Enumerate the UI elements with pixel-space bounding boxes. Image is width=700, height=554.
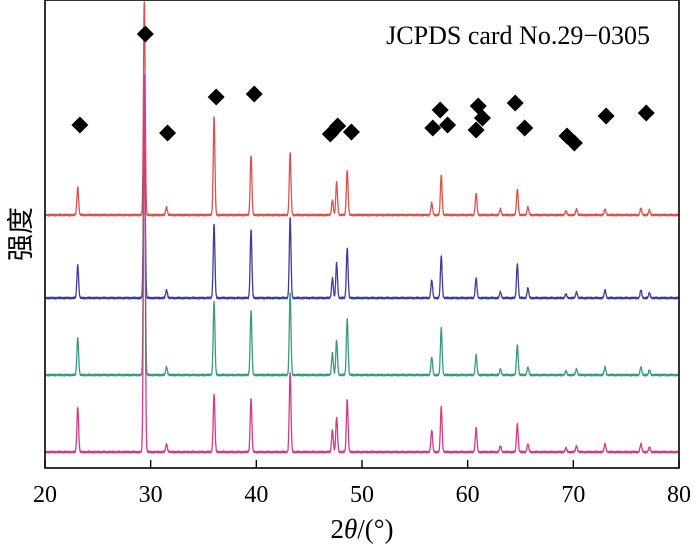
x-tick-label: 50	[350, 482, 374, 508]
x-axis-ticks: 20 30 40 50 60 70 80	[33, 460, 691, 508]
x-tick-label: 80	[667, 482, 691, 508]
diamond-marker	[467, 121, 485, 139]
diamond-marker	[424, 119, 442, 137]
x-tick-label: 40	[244, 482, 268, 508]
x-tick-label: 20	[33, 482, 57, 508]
xrd-pattern-2	[44, 108, 679, 300]
y-axis-label: 强度	[6, 207, 37, 261]
diamond-marker	[136, 25, 154, 43]
xrd-pattern-4	[45, 73, 679, 454]
diamond-marker	[329, 117, 347, 135]
x-tick-label: 60	[456, 482, 480, 508]
diamond-marker	[473, 109, 491, 127]
diamond-marker	[506, 94, 524, 112]
diamond-marker	[159, 124, 177, 142]
diamond-marker	[342, 123, 360, 141]
diamond-marker	[439, 116, 457, 134]
diamond-marker	[207, 88, 225, 106]
diamond-marker	[637, 104, 655, 122]
diamond-marker	[597, 107, 615, 125]
xrd-traces	[44, 1, 679, 454]
x-tick-label: 70	[561, 482, 585, 508]
xrd-pattern-3	[45, 106, 679, 377]
diamond-marker	[565, 134, 583, 152]
x-tick-label: 30	[139, 482, 163, 508]
diamond-marker	[245, 85, 263, 103]
jcpds-annotation: JCPDS card No.29−0305	[386, 21, 650, 50]
reference-markers	[71, 25, 655, 152]
plot-frame	[44, 0, 680, 469]
x-axis-label: 2θ/(°)	[330, 514, 393, 544]
xrd-pattern-1	[44, 1, 679, 217]
diamond-marker	[516, 119, 534, 137]
diamond-marker	[431, 101, 449, 119]
diamond-marker	[71, 116, 89, 134]
